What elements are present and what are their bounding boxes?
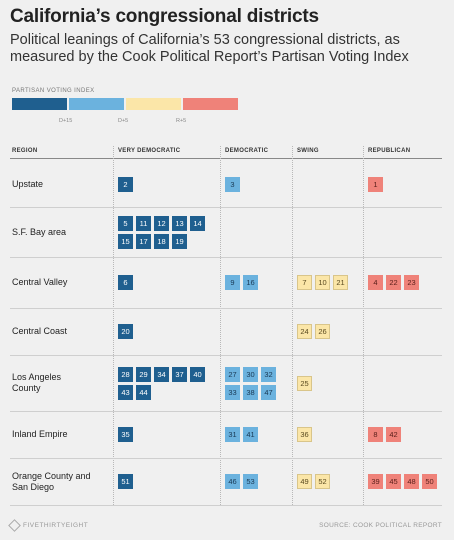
district-box-18: 18: [154, 233, 169, 249]
district-box-19: 19: [172, 233, 187, 249]
district-box-29: 29: [136, 366, 151, 382]
row-divider: [10, 458, 442, 459]
district-box-47: 47: [261, 384, 276, 400]
region-label: Upstate: [12, 179, 44, 189]
column-divider: [220, 146, 221, 505]
column-header-republican: REPUBLICAN: [368, 148, 411, 154]
district-box-30: 30: [243, 366, 258, 382]
district-box-44: 44: [136, 384, 151, 400]
district-box-2: 2: [118, 177, 133, 192]
row-divider: [10, 207, 442, 208]
district-box-45: 45: [386, 474, 401, 489]
column-header-very-democratic: VERY DEMOCRATIC: [118, 148, 181, 154]
district-box-17: 17: [136, 233, 151, 249]
row-divider: [10, 411, 442, 412]
column-divider: [113, 146, 114, 505]
district-box-36: 36: [297, 427, 312, 442]
row-divider: [10, 505, 442, 506]
district-box-33: 33: [225, 384, 240, 400]
fivethirtyeight-logo: FIVETHIRTYEIGHT: [8, 519, 89, 532]
district-box-20: 20: [118, 324, 133, 339]
source-note: SOURCE: COOK POLITICAL REPORT: [319, 522, 442, 529]
district-box-51: 51: [118, 474, 133, 489]
district-box-34: 34: [154, 366, 169, 382]
legend-tick-d5: D+5: [118, 118, 129, 124]
district-box-43: 43: [118, 384, 133, 400]
logo-text: FIVETHIRTYEIGHT: [23, 522, 89, 530]
column-header-region: REGION: [12, 148, 38, 154]
district-box-9: 9: [225, 275, 240, 290]
legend-republican: [183, 98, 238, 110]
district-box-4: 4: [368, 275, 383, 290]
district-box-3: 3: [225, 177, 240, 192]
legend-very-democratic: [12, 98, 67, 110]
district-box-52: 52: [315, 474, 330, 489]
district-box-26: 26: [315, 324, 330, 339]
district-box-37: 37: [172, 366, 187, 382]
district-box-53: 53: [243, 474, 258, 489]
district-box-14: 14: [190, 215, 205, 231]
chart-title: California’s congressional districts: [10, 6, 319, 27]
district-box-42: 42: [386, 427, 401, 442]
district-box-27: 27: [225, 366, 240, 382]
header-rule: [10, 158, 442, 159]
row-divider: [10, 308, 442, 309]
district-box-31: 31: [225, 427, 240, 442]
district-box-10: 10: [315, 275, 330, 290]
region-label: Central Valley: [12, 277, 68, 287]
district-box-35: 35: [118, 427, 133, 442]
district-box-24: 24: [297, 324, 312, 339]
district-box-25: 25: [297, 375, 312, 391]
district-box-13: 13: [172, 215, 187, 231]
region-label: Los Angeles County: [12, 372, 62, 393]
district-box-22: 22: [386, 275, 401, 290]
district-box-48: 48: [404, 474, 419, 489]
district-box-6: 6: [118, 275, 133, 290]
column-divider: [292, 146, 293, 505]
district-box-11: 11: [136, 215, 151, 231]
district-box-1: 1: [368, 177, 383, 192]
region-label: Inland Empire: [12, 429, 68, 439]
district-box-38: 38: [243, 384, 258, 400]
legend-democratic: [69, 98, 124, 110]
district-box-5: 5: [118, 215, 133, 231]
legend-label: PARTISAN VOTING INDEX: [12, 88, 95, 94]
row-divider: [10, 257, 442, 258]
logo-icon: [8, 519, 21, 532]
district-box-50: 50: [422, 474, 437, 489]
legend-tick-r5: R+5: [176, 118, 187, 124]
district-box-46: 46: [225, 474, 240, 489]
column-divider: [363, 146, 364, 505]
district-box-23: 23: [404, 275, 419, 290]
district-box-41: 41: [243, 427, 258, 442]
chart-subtitle: Political leanings of California’s 53 co…: [10, 32, 409, 65]
region-label: Central Coast: [12, 326, 68, 336]
column-header-swing: SWING: [297, 148, 319, 154]
district-box-32: 32: [261, 366, 276, 382]
district-box-39: 39: [368, 474, 383, 489]
region-label: S.F. Bay area: [12, 226, 67, 237]
district-box-12: 12: [154, 215, 169, 231]
legend-swing: [126, 98, 181, 110]
district-box-15: 15: [118, 233, 133, 249]
district-box-16: 16: [243, 275, 258, 290]
district-box-21: 21: [333, 275, 348, 290]
region-label: Orange County and San Diego: [12, 470, 91, 492]
legend-tick-d15: D+15: [59, 118, 73, 124]
district-box-40: 40: [190, 366, 205, 382]
district-box-7: 7: [297, 275, 312, 290]
row-divider: [10, 355, 442, 356]
district-box-49: 49: [297, 474, 312, 489]
column-header-democratic: DEMOCRATIC: [225, 148, 269, 154]
district-box-28: 28: [118, 366, 133, 382]
district-box-8: 8: [368, 427, 383, 442]
